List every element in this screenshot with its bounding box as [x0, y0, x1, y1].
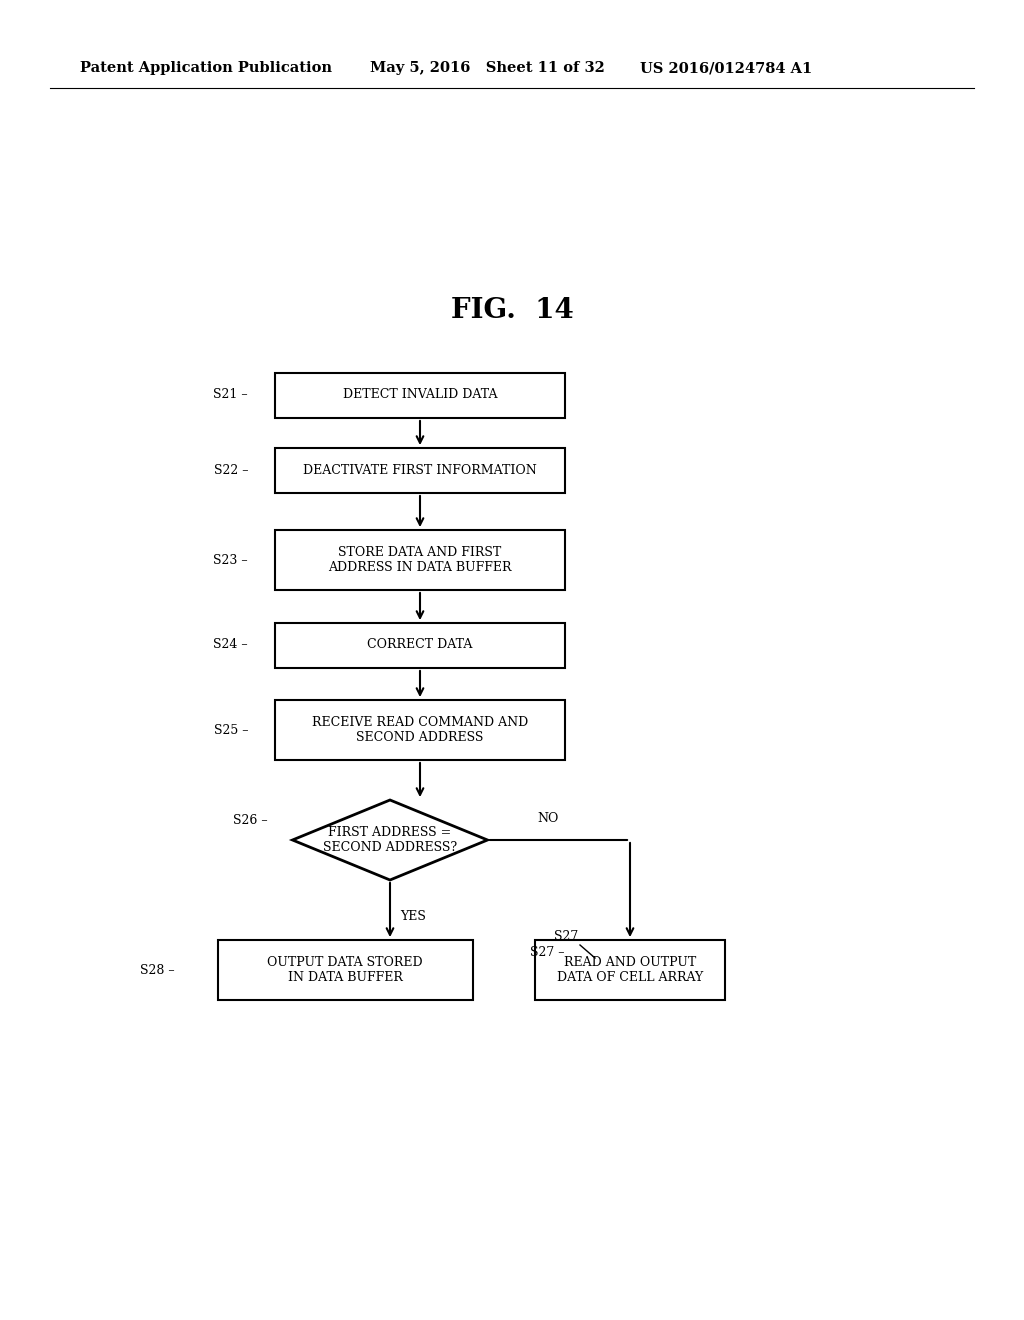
Bar [217, 940, 472, 1001]
Bar [275, 623, 565, 668]
Text: Patent Application Publication: Patent Application Publication [80, 61, 332, 75]
Text: DETECT INVALID DATA: DETECT INVALID DATA [343, 388, 498, 401]
Text: CORRECT DATA: CORRECT DATA [368, 639, 473, 652]
Polygon shape [293, 800, 487, 880]
Bar [275, 531, 565, 590]
Bar [275, 372, 565, 417]
Text: OUTPUT DATA STORED
IN DATA BUFFER: OUTPUT DATA STORED IN DATA BUFFER [267, 956, 423, 983]
Text: RECEIVE READ COMMAND AND
SECOND ADDRESS: RECEIVE READ COMMAND AND SECOND ADDRESS [312, 715, 528, 744]
Text: S28 –: S28 – [140, 964, 175, 977]
Text: FIRST ADDRESS =
SECOND ADDRESS?: FIRST ADDRESS = SECOND ADDRESS? [323, 826, 457, 854]
Text: May 5, 2016   Sheet 11 of 32: May 5, 2016 Sheet 11 of 32 [370, 61, 605, 75]
Text: S24 –: S24 – [213, 639, 248, 652]
Bar [535, 940, 725, 1001]
Text: S27: S27 [554, 931, 578, 942]
Text: READ AND OUTPUT
DATA OF CELL ARRAY: READ AND OUTPUT DATA OF CELL ARRAY [557, 956, 703, 983]
Text: S22 –: S22 – [213, 463, 248, 477]
Text: S26 –: S26 – [233, 813, 268, 826]
Bar [275, 447, 565, 492]
Text: FIG.  14: FIG. 14 [451, 297, 573, 323]
Text: S21 –: S21 – [213, 388, 248, 401]
Text: NO: NO [538, 812, 559, 825]
Text: US 2016/0124784 A1: US 2016/0124784 A1 [640, 61, 812, 75]
Text: YES: YES [400, 909, 426, 923]
Bar [275, 700, 565, 760]
Text: S25 –: S25 – [213, 723, 248, 737]
Text: STORE DATA AND FIRST
ADDRESS IN DATA BUFFER: STORE DATA AND FIRST ADDRESS IN DATA BUF… [329, 546, 512, 574]
Text: S23 –: S23 – [213, 553, 248, 566]
Text: S27 –: S27 – [530, 945, 565, 958]
Text: DEACTIVATE FIRST INFORMATION: DEACTIVATE FIRST INFORMATION [303, 463, 537, 477]
